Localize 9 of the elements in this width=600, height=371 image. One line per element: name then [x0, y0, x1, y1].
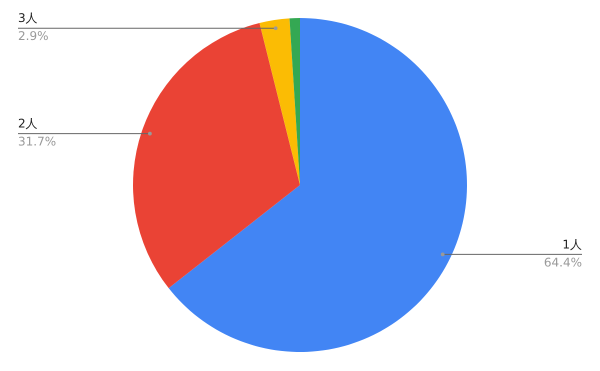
pie-slice	[133, 22, 300, 288]
slice-label: 2人	[18, 116, 38, 131]
pie-slice	[168, 18, 467, 352]
pie-slice	[259, 18, 300, 185]
data-label: 31.7%	[18, 134, 56, 149]
data-label: 2.9%	[18, 29, 48, 44]
slice-label: 3人	[18, 11, 38, 26]
data-label: 64.4%	[544, 255, 582, 270]
slice-label: 1人	[562, 237, 582, 252]
